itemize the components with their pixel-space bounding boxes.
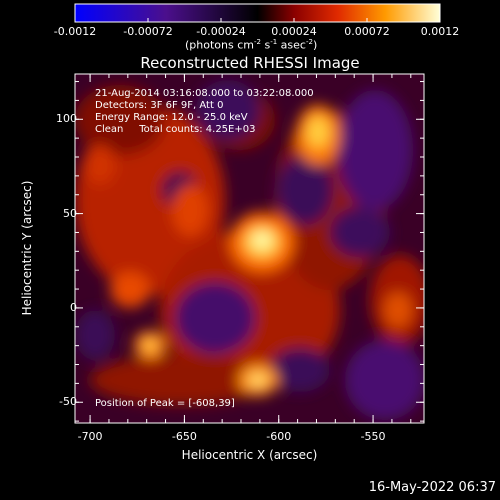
y-tick-label: 50 bbox=[63, 206, 77, 220]
heatmap-image bbox=[75, 74, 424, 423]
info-block: 21-Aug-2014 03:16:08.000 to 03:22:08.000… bbox=[95, 88, 314, 136]
y-axis-ticks bbox=[75, 81, 424, 422]
y-tick-label: -50 bbox=[59, 395, 77, 409]
x-tick-label: -700 bbox=[77, 430, 103, 443]
plot-frame bbox=[74, 73, 425, 424]
colorbar-tick-label: -0.00072 bbox=[123, 25, 173, 38]
colorbar-tick-label: 0.00072 bbox=[344, 25, 390, 38]
x-tick-label: -650 bbox=[171, 430, 197, 443]
info-line: Detectors: 3F 6F 9F, Att 0 bbox=[95, 100, 224, 111]
colorbar-tick-label: -0.0012 bbox=[53, 25, 97, 38]
y-tick-label: 0 bbox=[70, 300, 77, 314]
info-line: Clean Total counts: 4.25E+03 bbox=[95, 124, 256, 135]
colorbar-ticks bbox=[74, 18, 441, 22]
info-line: 21-Aug-2014 03:16:08.000 to 03:22:08.000 bbox=[95, 88, 314, 99]
y-axis-label: Heliocentric Y (arcsec) bbox=[20, 180, 34, 316]
colorbar bbox=[74, 3, 441, 23]
colorbar-tick-label: 0.0012 bbox=[420, 25, 460, 38]
x-axis-label: Heliocentric X (arcsec) bbox=[181, 448, 318, 462]
colorbar-units-label: (photons cm-2 s-1 asec-2) bbox=[185, 38, 318, 52]
info-line: Energy Range: 12.0 - 25.0 keV bbox=[95, 112, 248, 123]
footer-timestamp: 16-May-2022 06:37 bbox=[368, 480, 496, 495]
colorbar-tick-label: 0.00024 bbox=[271, 25, 317, 38]
x-axis-ticks bbox=[89, 74, 412, 423]
x-tick-label: -600 bbox=[266, 430, 292, 443]
image-title: Reconstructed RHESSI Image bbox=[140, 54, 360, 72]
x-tick-label: -550 bbox=[360, 430, 386, 443]
y-tick-label: 100 bbox=[56, 112, 77, 126]
colorbar-tick-label: -0.00024 bbox=[196, 25, 246, 38]
peak-position-label: Position of Peak = [-608,39] bbox=[95, 398, 235, 409]
